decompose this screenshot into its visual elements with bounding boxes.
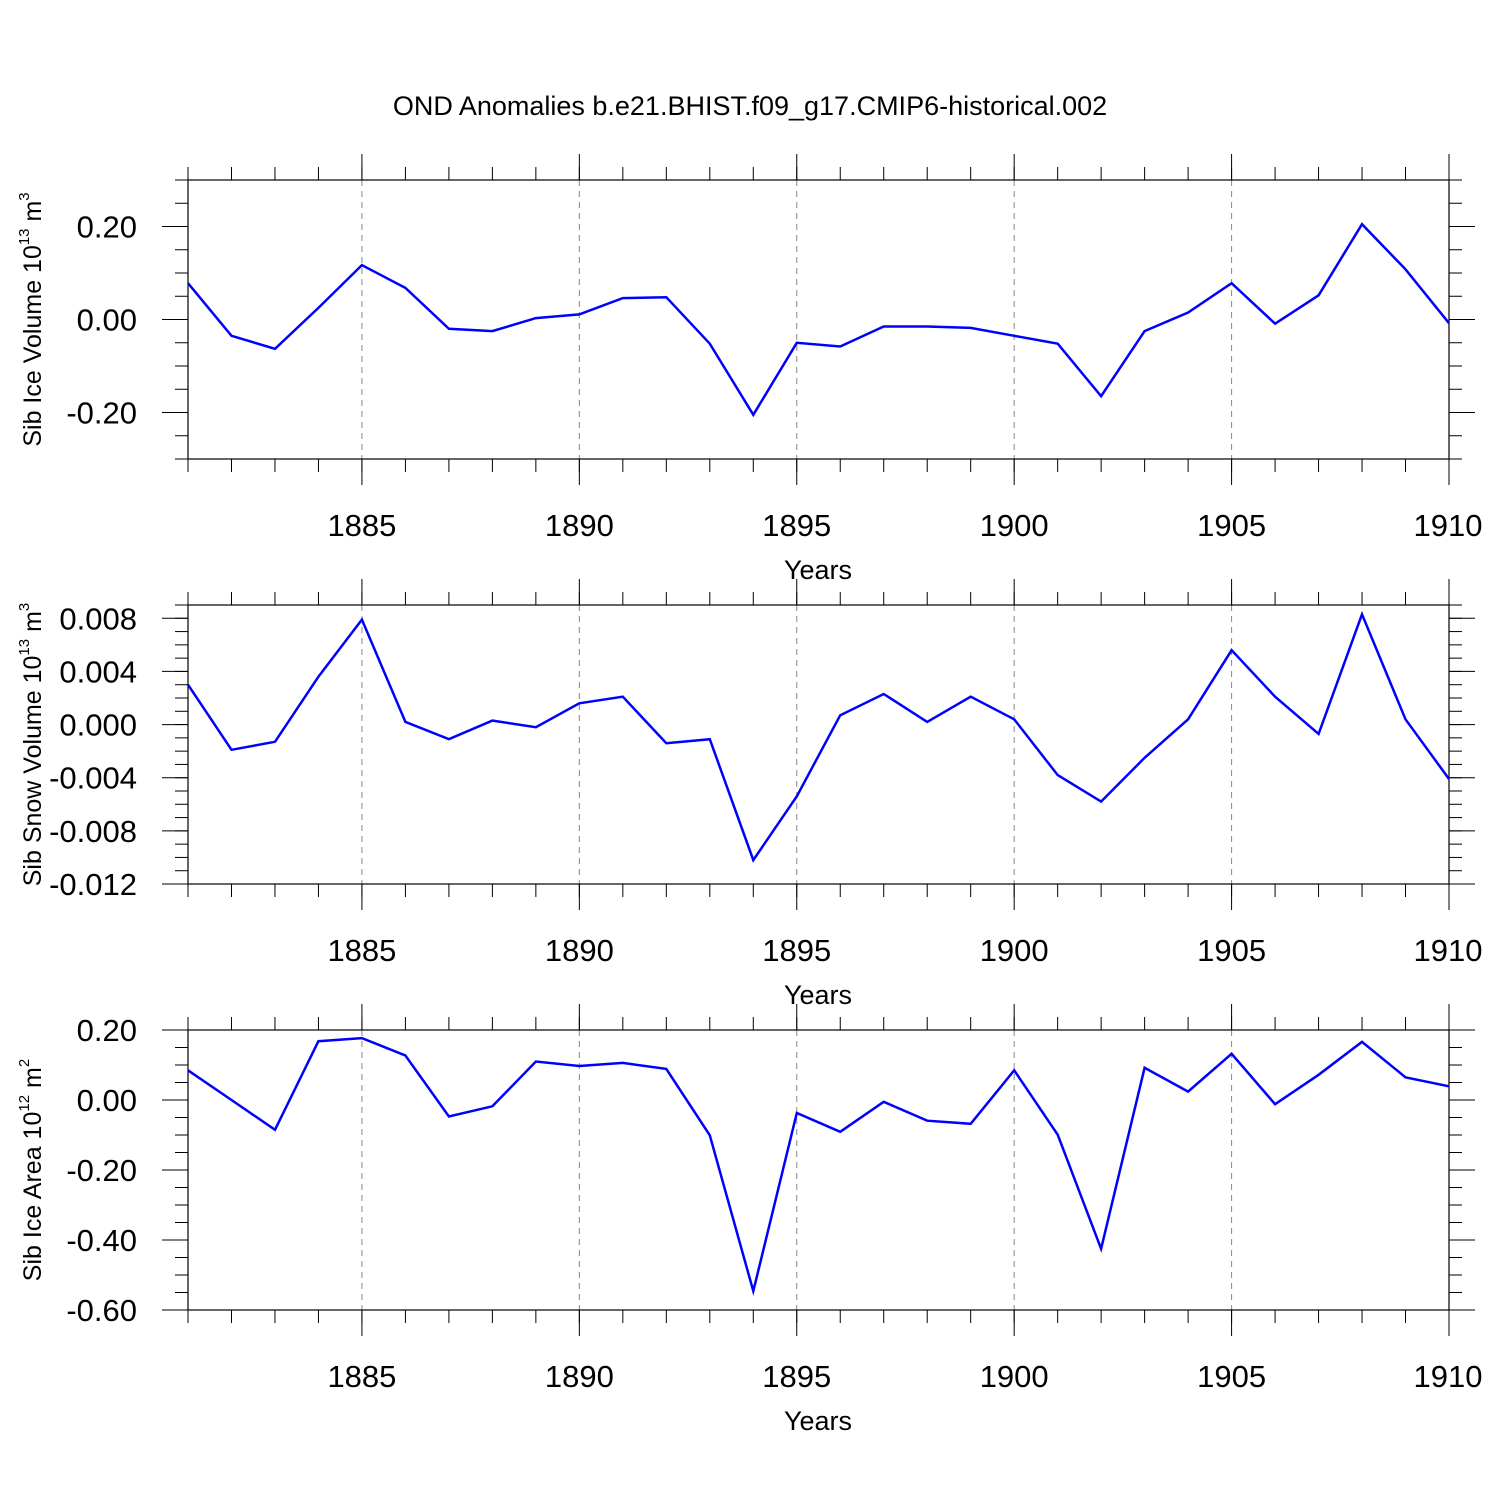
y-axis-label: Sib Ice Volume 1013 m3 <box>16 192 47 446</box>
chart-title: OND Anomalies b.e21.BHIST.f09_g17.CMIP6-… <box>393 91 1107 121</box>
y-tick-label: -0.004 <box>49 761 137 796</box>
y-axis-label: Sib Ice Area 1012 m2 <box>16 1059 47 1281</box>
panel-1: 1885 1890 1895 1900 1905 1910 -0.20 0.00 0.20 Yea… <box>16 154 1482 585</box>
x-tick-label: 1910 <box>1414 508 1483 543</box>
x-tick-label: 1910 <box>1414 1359 1483 1394</box>
y-tick-label: 0.00 <box>77 303 137 338</box>
x-tick-label: 1910 <box>1414 933 1483 968</box>
series-line <box>186 610 1451 863</box>
x-tick-label: 1885 <box>327 508 396 543</box>
plot-frame <box>187 604 1450 885</box>
y-tick-label: 0.20 <box>77 1013 137 1048</box>
x-tick-label: 1885 <box>327 933 396 968</box>
x-axis-label: Years <box>784 555 852 585</box>
y-axis-label: Sib Snow Volume 1013 m3 <box>16 603 47 887</box>
y-tick-label: -0.40 <box>66 1223 137 1258</box>
panel-3: 1885 1890 1895 1900 1905 1910 -0.60 -0.40 -0.20 0… <box>16 1004 1482 1436</box>
x-tick-label: 1905 <box>1197 933 1266 968</box>
x-tick-label: 1905 <box>1197 1359 1266 1394</box>
y-tick-label: 0.008 <box>59 601 137 636</box>
series-line <box>187 1036 1450 1297</box>
y-tick-label: -0.008 <box>49 814 137 849</box>
x-tick-label: 1900 <box>980 933 1049 968</box>
plot-frame <box>187 179 1450 460</box>
x-tick-label: 1885 <box>327 1359 396 1394</box>
x-axis-label: Years <box>784 1406 852 1436</box>
y-tick-label: -0.20 <box>66 1153 137 1188</box>
y-tick-label: 0.20 <box>77 210 137 245</box>
x-tick-label: 1890 <box>545 508 614 543</box>
x-tick-label: 1905 <box>1197 508 1266 543</box>
x-tick-label: 1900 <box>980 1359 1049 1394</box>
x-tick-label: 1895 <box>762 1359 831 1394</box>
y-tick-label: -0.60 <box>66 1293 137 1328</box>
series-line <box>187 222 1450 418</box>
y-tick-label: 0.00 <box>77 1083 137 1118</box>
y-tick-label: 0.004 <box>59 654 137 689</box>
panel-2: 1885 1890 1895 1900 1905 1910 -0.012 -0.008 -0.0… <box>16 579 1482 1010</box>
y-tick-label: -0.012 <box>49 867 137 902</box>
x-tick-label: 1895 <box>762 933 831 968</box>
x-tick-label: 1890 <box>545 933 614 968</box>
plot-frame <box>187 1029 1450 1311</box>
x-tick-label: 1900 <box>980 508 1049 543</box>
x-axis-label: Years <box>784 980 852 1010</box>
y-tick-label: -0.20 <box>66 396 137 431</box>
x-tick-label: 1895 <box>762 508 831 543</box>
y-tick-label: 0.000 <box>59 708 137 743</box>
x-tick-label: 1890 <box>545 1359 614 1394</box>
